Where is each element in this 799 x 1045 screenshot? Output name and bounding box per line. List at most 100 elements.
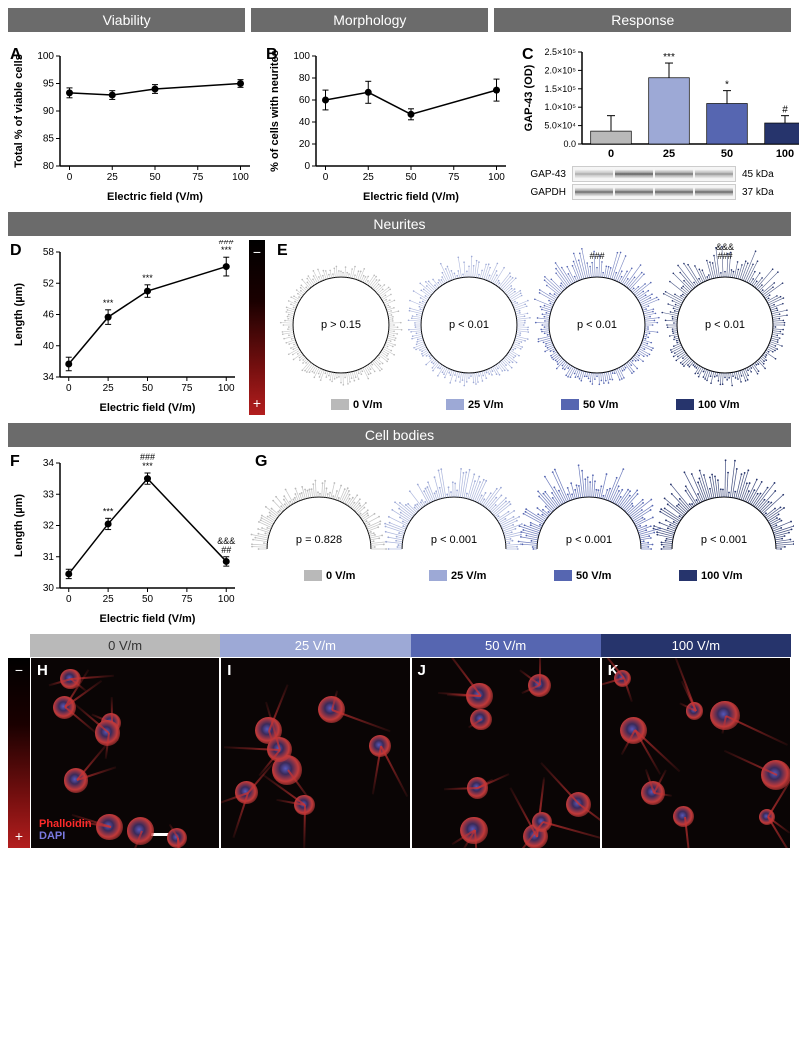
svg-text:p < 0.01: p < 0.01 — [449, 319, 489, 331]
svg-text:34: 34 — [43, 372, 55, 383]
svg-text:100 V/m: 100 V/m — [701, 570, 743, 582]
svg-text:50: 50 — [142, 594, 154, 605]
svg-text:0: 0 — [608, 148, 614, 160]
svg-text:30: 30 — [43, 583, 55, 594]
svg-text:###: ### — [219, 240, 234, 246]
img-header-100: 100 V/m — [601, 634, 791, 657]
img-header-0: 0 V/m — [30, 634, 220, 657]
svg-text:0.0: 0.0 — [563, 139, 576, 149]
svg-text:40: 40 — [43, 341, 55, 352]
svg-text:100: 100 — [218, 383, 235, 394]
svg-text:0: 0 — [67, 172, 73, 183]
svg-text:32: 32 — [43, 521, 55, 532]
svg-text:25: 25 — [107, 172, 119, 183]
micrograph-H: H PhalloidinDAPI — [31, 658, 219, 848]
svg-text:100: 100 — [488, 172, 505, 183]
blot-gapdh: GAPDH 37 kDa — [520, 184, 799, 200]
micrograph-K: K — [602, 658, 790, 848]
svg-text:p > 0.15: p > 0.15 — [321, 319, 361, 331]
label-E: E — [277, 242, 288, 260]
svg-text:GAP-43 (OD): GAP-43 (OD) — [523, 64, 535, 131]
label-G: G — [255, 453, 267, 471]
chart-rose-neurites: p > 0.15p < 0.01p < 0.01###p < 0.01###&&… — [271, 240, 791, 415]
svg-text:&&&: &&& — [217, 536, 235, 546]
img-header-25: 25 V/m — [220, 634, 410, 657]
svg-text:p < 0.001: p < 0.001 — [701, 534, 747, 546]
svg-text:25: 25 — [103, 594, 115, 605]
chart-gap43: 0.05.0×10⁴1.0×10⁵1.5×10⁵2.0×10⁵2.5×10⁵GA… — [520, 44, 799, 164]
svg-text:p < 0.001: p < 0.001 — [431, 534, 477, 546]
svg-text:50: 50 — [721, 148, 733, 160]
svg-text:***: *** — [103, 506, 114, 516]
svg-text:75: 75 — [448, 172, 460, 183]
svg-text:40: 40 — [299, 117, 311, 128]
svg-text:0 V/m: 0 V/m — [353, 399, 383, 411]
svg-text:0: 0 — [66, 594, 72, 605]
svg-text:*: * — [725, 80, 729, 91]
svg-text:25 V/m: 25 V/m — [468, 399, 504, 411]
svg-text:1.5×10⁵: 1.5×10⁵ — [544, 84, 576, 94]
svg-text:100: 100 — [37, 51, 54, 62]
svg-text:80: 80 — [43, 161, 55, 172]
svg-text:0: 0 — [304, 161, 310, 172]
svg-text:p < 0.01: p < 0.01 — [705, 319, 745, 331]
svg-text:75: 75 — [181, 594, 193, 605]
svg-text:p < 0.01: p < 0.01 — [577, 319, 617, 331]
svg-text:% of cells with neurites: % of cells with neurites — [269, 50, 281, 172]
svg-text:25: 25 — [363, 172, 375, 183]
micrograph-I: I — [221, 658, 409, 848]
svg-text:50: 50 — [149, 172, 161, 183]
svg-text:###: ### — [140, 452, 155, 462]
svg-text:34: 34 — [43, 458, 55, 469]
img-header-50: 50 V/m — [411, 634, 601, 657]
ef-gradient-micro: −+ — [8, 658, 30, 848]
header-neurites: Neurites — [8, 212, 791, 236]
label-A: A — [10, 46, 22, 64]
svg-text:p = 0.828: p = 0.828 — [296, 534, 342, 546]
svg-text:80: 80 — [299, 73, 311, 84]
svg-text:25: 25 — [103, 383, 115, 394]
svg-text:50 V/m: 50 V/m — [576, 570, 612, 582]
svg-text:46: 46 — [43, 310, 55, 321]
svg-text:75: 75 — [181, 383, 193, 394]
chart-neurite-length: 34404652580255075100Electric field (V/m)… — [8, 240, 243, 415]
svg-text:0 V/m: 0 V/m — [326, 570, 356, 582]
svg-text:5.0×10⁴: 5.0×10⁴ — [544, 121, 576, 131]
svg-text:Length (µm): Length (µm) — [13, 494, 25, 557]
svg-text:***: *** — [142, 273, 153, 283]
svg-text:58: 58 — [43, 247, 55, 258]
svg-text:***: *** — [663, 52, 675, 63]
header-morphology: Morphology — [251, 8, 488, 32]
svg-text:100: 100 — [232, 172, 249, 183]
svg-text:95: 95 — [43, 79, 55, 90]
svg-text:2.0×10⁵: 2.0×10⁵ — [544, 65, 576, 75]
svg-text:100 V/m: 100 V/m — [698, 399, 740, 411]
svg-text:***: *** — [103, 298, 114, 308]
svg-text:Electric field (V/m): Electric field (V/m) — [107, 191, 203, 203]
label-B: B — [266, 46, 278, 64]
chart-viability: 80 85 90 95 100 0 25 50 75 100 Electric field (V/m… — [8, 44, 258, 204]
svg-text:31: 31 — [43, 552, 55, 563]
svg-text:#: # — [782, 105, 788, 116]
svg-text:60: 60 — [299, 95, 311, 106]
svg-text:Length (µm): Length (µm) — [13, 283, 25, 346]
svg-text:85: 85 — [43, 134, 55, 145]
svg-text:###: ### — [589, 251, 604, 261]
header-viability: Viability — [8, 8, 245, 32]
svg-text:20: 20 — [299, 139, 311, 150]
svg-text:90: 90 — [43, 106, 55, 117]
chart-rose-cellbodies: p = 0.828p < 0.001p < 0.001p < 0.0010 V/… — [249, 451, 794, 626]
svg-text:###: ### — [717, 251, 732, 261]
svg-text:##: ## — [221, 545, 231, 555]
header-cellbodies: Cell bodies — [8, 423, 791, 447]
svg-text:Electric field (V/m): Electric field (V/m) — [100, 613, 196, 625]
blot-gap43: GAP-43 45 kDa — [520, 166, 799, 182]
svg-text:52: 52 — [43, 278, 55, 289]
label-C: C — [522, 46, 534, 64]
svg-text:2.5×10⁵: 2.5×10⁵ — [544, 47, 576, 57]
svg-text:100: 100 — [776, 148, 794, 160]
svg-text:0: 0 — [323, 172, 329, 183]
svg-text:75: 75 — [192, 172, 204, 183]
svg-text:25: 25 — [663, 148, 675, 160]
svg-text:Electric field (V/m): Electric field (V/m) — [100, 402, 196, 414]
